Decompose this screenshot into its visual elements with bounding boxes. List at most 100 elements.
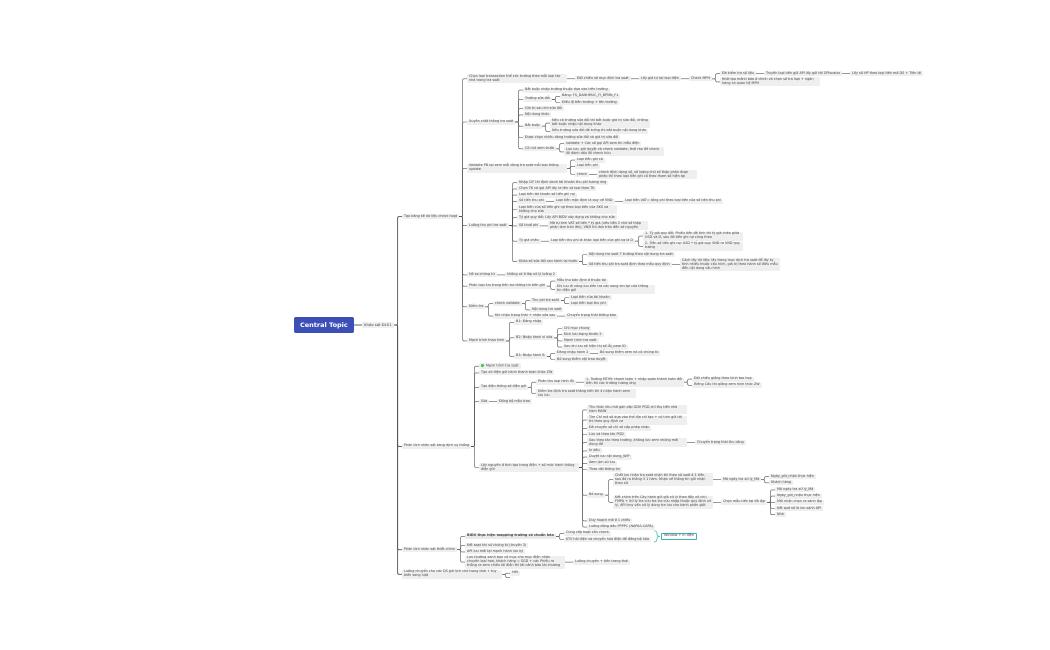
topic-node[interactable]: Tạo xử điện gửi hành thanh toán khác ZW bbox=[479, 370, 555, 376]
topic-node[interactable]: Loại tiền ghi có bbox=[575, 157, 605, 163]
topic-node[interactable]: Kiểm tra bbox=[467, 304, 486, 310]
topic-node[interactable]: Luồng chuyển cho các DS gửi lịch chữ tra… bbox=[402, 569, 502, 579]
topic-node[interactable]: 1. Trường MT99: thanh toán + nhập quán t… bbox=[584, 377, 684, 387]
topic-node[interactable]: Loại tiền của tài khoản bbox=[569, 295, 612, 301]
topic-node[interactable]: Bổ sung thêm nội trao duyệt bbox=[555, 357, 608, 363]
topic-node[interactable]: Mạnh trình tra soát bbox=[562, 338, 599, 344]
topic-node[interactable]: Khi nhận trạng thái + nhận sửa sau bbox=[493, 313, 558, 319]
topic-node[interactable]: Kích lưu trạng thước 2 bbox=[562, 332, 604, 338]
topic-node[interactable]: Duyệt lưu nội dung_WIP bbox=[587, 454, 632, 460]
topic-node[interactable]: Bổ sung bbox=[587, 492, 605, 498]
topic-node[interactable]: Lấy nguyên ở tính tạo trong điện + số mứ… bbox=[479, 463, 579, 472]
topic-node[interactable]: Số tiền thu phí bbox=[517, 198, 546, 204]
central-topic[interactable]: Central Topic bbox=[294, 317, 354, 333]
topic-node[interactable]: Số thuế phí bbox=[517, 223, 541, 229]
topic-node[interactable]: Chất lưu nhận tra soát nhận thì theo và … bbox=[613, 473, 713, 487]
topic-node[interactable]: Đối chiếu số mục đích tra soát bbox=[575, 76, 631, 82]
topic-node[interactable]: Tạo điện thông số điện gửi bbox=[479, 384, 529, 390]
topic-node[interactable] bbox=[510, 576, 514, 579]
topic-node[interactable]: Kết quả số là lưu sánh API bbox=[775, 506, 824, 512]
topic-node[interactable]: Đã kiểm tra số liệu bbox=[720, 71, 757, 77]
topic-node[interactable]: Nhà bbox=[775, 512, 786, 518]
topic-node[interactable]: Tỷ giá chéo bbox=[517, 238, 541, 244]
topic-node[interactable]: In dấu bbox=[587, 448, 602, 454]
topic-node[interactable]: Loại tiền phí bbox=[575, 163, 600, 169]
topic-node[interactable]: Đồng bộ mẫu trao bbox=[497, 399, 532, 405]
topic-node[interactable]: Lưu và theo tác PGD bbox=[587, 432, 626, 438]
topic-node[interactable]: Nhập CIF thì định danh tài khoản thu phí… bbox=[517, 180, 609, 186]
topic-node[interactable]: Mã ngày tra xử lý_Mã bbox=[721, 477, 762, 483]
topic-node[interactable]: Hết bbox=[510, 570, 520, 576]
topic-node[interactable]: Loại tiền thu phí là khác loại tiền của … bbox=[549, 238, 636, 244]
topic-node[interactable]: Chuyển trạng thái thông báo bbox=[565, 313, 618, 319]
topic-node[interactable]: Lấy giá trị tại loại điện bbox=[639, 76, 681, 82]
topic-node[interactable]: Duy hoạch mở ở 1 chiều bbox=[587, 518, 633, 524]
topic-node[interactable]: Phân loại lưu trong tiến tra thông tin t… bbox=[467, 283, 547, 289]
topic-node[interactable]: Khảo sát ĐLS1 bbox=[362, 322, 394, 328]
topic-node[interactable]: Luồng đồng dấu PPPPC (NAPAS-CAPA) bbox=[587, 524, 655, 530]
topic-node[interactable]: Lưu lưu, gửi duyệt và check validate, th… bbox=[564, 147, 664, 157]
topic-node[interactable]: Điều lệ tiền trường + tên trường bbox=[560, 100, 619, 106]
topic-node[interactable]: Ngày_gửi_nhận thực hiện bbox=[775, 493, 822, 499]
topic-node[interactable]: 1. Tỷ giá quy đổi: Phiếu tiền để tính th… bbox=[643, 231, 743, 241]
topic-node[interactable]: Mẫu thu bản định ở thuộc tài bbox=[555, 278, 609, 284]
topic-node[interactable]: Bổ sung thêm xem nó có chứng từ bbox=[598, 350, 661, 356]
topic-node[interactable]: BIDV thực hiện mapping trường có chuẩn h… bbox=[465, 534, 556, 539]
topic-node[interactable]: Bảng: FS_DANHMUC_FI_BPMN_F1 bbox=[560, 93, 621, 99]
topic-node[interactable]: check định dạng số, số lượng chữ số thập… bbox=[597, 170, 697, 179]
topic-node[interactable]: Xuyên chất thông tra soát bbox=[467, 119, 516, 125]
topic-node[interactable]: Nội dung tra soát 7 trường theo nội dung… bbox=[587, 252, 675, 258]
topic-node[interactable]: Trường sửa đổi bbox=[523, 97, 552, 102]
topic-node[interactable]: Luồng thu phí tra soát bbox=[467, 223, 509, 229]
topic-node[interactable]: Tìm Chỉ mã số dựa vào thể địa chỉ tạo + … bbox=[587, 415, 687, 425]
topic-node[interactable]: Đăng nhập hành 2 bbox=[555, 350, 591, 356]
topic-node[interactable]: Số tiền thu phí tra soát định theo mẫu q… bbox=[587, 262, 672, 268]
topic-node[interactable]: Có nút xem trước bbox=[523, 146, 557, 152]
topic-node[interactable]: validate + Các số gọi API xem tin mẫu đi… bbox=[564, 141, 642, 147]
topic-node[interactable]: Nếu có trường sửa đổi thì bắt buộc giá t… bbox=[550, 118, 650, 128]
topic-node[interactable]: Đối chiều giống theo hình tao hoạ bbox=[692, 376, 754, 382]
topic-node[interactable]: Validate PB tại xem mỗi dòng tra soát mỗ… bbox=[467, 163, 567, 173]
topic-node[interactable]: Loại tiền của số tiền ghi nợ theo loại t… bbox=[517, 205, 617, 214]
topic-node[interactable]: Loại tiền tài khoản số tiền ghi nợ bbox=[517, 192, 577, 198]
topic-node[interactable]: Sau theo tác theo trường, không lưu xem … bbox=[587, 438, 687, 448]
topic-node[interactable]: Khách hàng bbox=[769, 480, 794, 486]
topic-node[interactable]: Lưu thường xanh bạn có mục cho mục điện … bbox=[465, 555, 565, 569]
topic-node[interactable]: Khóa số sửa đổi sau hành lại trước bbox=[517, 259, 580, 265]
topic-node[interactable]: Bắt buộc nhập trường thuộc dựa vào trên … bbox=[523, 87, 610, 93]
topic-node[interactable]: Check MPH bbox=[689, 76, 713, 82]
topic-node[interactable]: Kết chính trên Cây hành gửi gửi xử lý th… bbox=[613, 495, 713, 509]
topic-node[interactable]: Loại tiền VAT= tổng phí theo loại tiền c… bbox=[623, 198, 723, 204]
topic-node[interactable]: Chọn mẫu tiền tại đã lập bbox=[721, 499, 767, 505]
topic-node[interactable]: Ngày_gửi_nhận thực hiện bbox=[769, 474, 816, 480]
topic-node[interactable]: Truyền loại tiền gửi API lấy gửi tới GPl… bbox=[764, 71, 843, 77]
topic-node[interactable]: Đã chuyển số chỉ số cấp phép nhận bbox=[587, 425, 652, 431]
topic-node[interactable]: Hồ sơ chứng từ bbox=[467, 272, 497, 278]
topic-node[interactable]: KTV hỏi điện và chuyển hóa điện để đồng … bbox=[564, 537, 652, 543]
topic-node[interactable]: check bbox=[575, 172, 589, 178]
topic-node[interactable]: Phản thu loại hình lỗi bbox=[536, 379, 576, 385]
topic-node[interactable]: Chỉ mục chung bbox=[562, 326, 592, 332]
topic-node[interactable]: Loại tiền mặc định là quy về VND bbox=[554, 198, 615, 204]
topic-node[interactable]: Khi lưu đi nâng lưu tiền tra các xong xi… bbox=[555, 284, 655, 294]
topic-node[interactable]: Sửa bbox=[479, 399, 490, 405]
topic-node[interactable]: API lưu mới tại mạnh hành lưu ký bbox=[465, 549, 526, 555]
callout-note[interactable]: Window + In điện bbox=[661, 532, 697, 540]
topic-node[interactable]: Loại tiền loại thu phí bbox=[569, 301, 608, 307]
topic-node[interactable]: Lấy số HP theo loại tiền mã DS + Tiền tệ bbox=[850, 71, 923, 77]
topic-node[interactable]: Mã ngày tra xử lý_Mã bbox=[775, 487, 816, 493]
topic-node[interactable]: Mạch trình thao hình bbox=[467, 338, 507, 344]
topic-node[interactable]: Nội dung tra soát bbox=[530, 307, 564, 313]
topic-node[interactable]: Kết soạt khi sử chứng từ (truyền 3) bbox=[465, 543, 529, 549]
topic-node[interactable]: Phân tích nhân sát thiết chỉnh bbox=[402, 547, 457, 553]
topic-node[interactable]: Luồng chuyển + tiến trang thái bbox=[573, 559, 631, 565]
topic-node[interactable]: Sau khi lưu sẽ hiện thị số lỗi_case ID bbox=[562, 344, 628, 350]
topic-node[interactable]: 2. Tiền số tiền ghi nợ: USD * tỷ giá quy… bbox=[643, 241, 743, 251]
topic-node[interactable]: Mã tự tính VAT số tiền * tỷ giá (nếu tiề… bbox=[548, 221, 648, 231]
topic-node[interactable]: Riêng Cấu thì giống xem hình thức ZW bbox=[692, 382, 762, 388]
topic-node[interactable]: Kiểm tra định tra soát thông tiến thì 4 … bbox=[536, 389, 636, 398]
topic-node[interactable]: Chọn loại transaction thể các trường the… bbox=[467, 74, 567, 84]
topic-node[interactable]: B1: Đăng nhập bbox=[514, 319, 544, 325]
topic-node[interactable]: Giá trị sau khi sửa đổi bbox=[523, 106, 564, 112]
topic-node[interactable]: Thu phí tra soát bbox=[530, 298, 561, 304]
